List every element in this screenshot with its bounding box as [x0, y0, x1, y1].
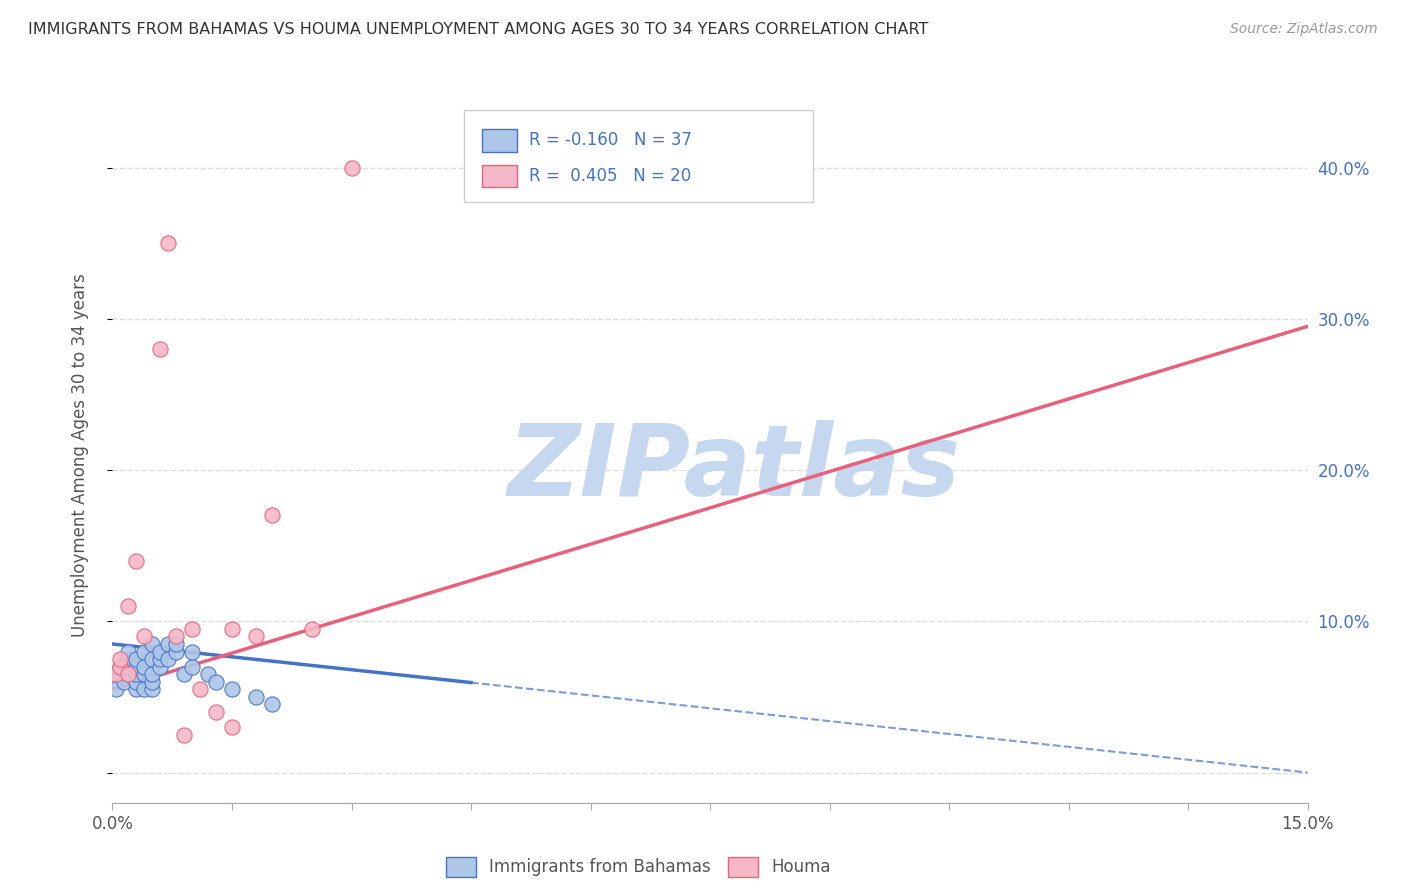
Point: [157, 637, 180, 651]
Point: [117, 659, 139, 673]
Point: [221, 682, 243, 697]
Point: [188, 682, 211, 697]
Point: [157, 236, 180, 251]
Point: [134, 659, 156, 673]
Point: [141, 652, 163, 666]
Point: [149, 342, 172, 356]
Point: [134, 629, 156, 643]
Point: [260, 508, 283, 523]
Point: [340, 161, 363, 175]
Point: [173, 667, 195, 681]
Point: [245, 629, 267, 643]
Point: [141, 674, 163, 689]
Point: [181, 659, 204, 673]
Legend: Immigrants from Bahamas, Houma: Immigrants from Bahamas, Houma: [437, 849, 839, 885]
Point: [149, 652, 172, 666]
Point: [165, 629, 187, 643]
Point: [125, 652, 148, 666]
Point: [141, 637, 163, 651]
Point: [165, 637, 187, 651]
Text: ZIPatlas: ZIPatlas: [508, 420, 960, 517]
Point: [110, 659, 132, 673]
Point: [301, 622, 323, 636]
Point: [110, 667, 132, 681]
Point: [149, 659, 172, 673]
Point: [157, 652, 180, 666]
Point: [149, 644, 172, 658]
Point: [181, 644, 204, 658]
Point: [134, 644, 156, 658]
Point: [117, 667, 139, 681]
Text: R =  0.405   N = 20: R = 0.405 N = 20: [529, 168, 690, 186]
Point: [173, 728, 195, 742]
Point: [134, 682, 156, 697]
Point: [197, 667, 219, 681]
Point: [125, 554, 148, 568]
Text: Source: ZipAtlas.com: Source: ZipAtlas.com: [1230, 22, 1378, 37]
Point: [260, 698, 283, 712]
Point: [205, 674, 228, 689]
Point: [205, 705, 228, 719]
Point: [221, 622, 243, 636]
Text: R = -0.160   N = 37: R = -0.160 N = 37: [529, 131, 692, 150]
Point: [117, 652, 139, 666]
Point: [125, 674, 148, 689]
Point: [245, 690, 267, 704]
Point: [221, 720, 243, 734]
Point: [110, 659, 132, 673]
Point: [141, 682, 163, 697]
Point: [141, 667, 163, 681]
Point: [110, 652, 132, 666]
Point: [134, 667, 156, 681]
Point: [125, 659, 148, 673]
Point: [114, 674, 135, 689]
Text: IMMIGRANTS FROM BAHAMAS VS HOUMA UNEMPLOYMENT AMONG AGES 30 TO 34 YEARS CORRELAT: IMMIGRANTS FROM BAHAMAS VS HOUMA UNEMPLO…: [28, 22, 928, 37]
Point: [117, 599, 139, 614]
Point: [105, 682, 128, 697]
Point: [117, 644, 139, 658]
Point: [125, 682, 148, 697]
Point: [117, 667, 139, 681]
Point: [125, 667, 148, 681]
Point: [165, 644, 187, 658]
Y-axis label: Unemployment Among Ages 30 to 34 years: Unemployment Among Ages 30 to 34 years: [70, 273, 89, 637]
Point: [181, 622, 204, 636]
Point: [105, 667, 128, 681]
